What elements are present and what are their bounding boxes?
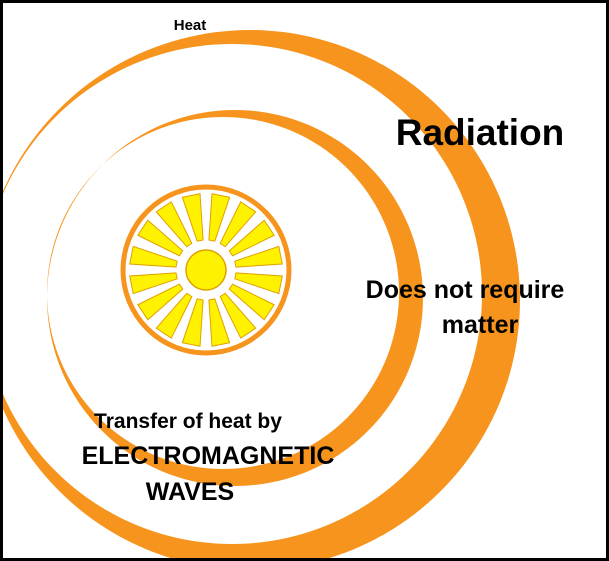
sun (129, 193, 283, 347)
sun-ray (234, 245, 283, 268)
sun-ray (181, 298, 204, 347)
sun-ray (155, 201, 193, 248)
sun-ray (208, 298, 231, 347)
sun-ray (181, 193, 204, 242)
sun-ray (129, 245, 178, 268)
title: Radiation (396, 112, 565, 153)
sun-ray (137, 283, 184, 321)
note-line: Does not require (366, 276, 565, 304)
sun-ray (129, 272, 178, 295)
caption-line: WAVES (146, 478, 234, 506)
sun-ray (208, 193, 231, 242)
sun-ray (228, 219, 275, 257)
sun-ray (228, 283, 275, 321)
heat-label: Heat (174, 17, 207, 34)
caption-line: Transfer of heat by (94, 410, 282, 433)
sun-ray (155, 292, 193, 339)
inner-wave (120, 184, 292, 356)
sun-ray (219, 292, 257, 339)
note-line: matter (442, 311, 519, 339)
waves (3, 30, 521, 558)
sun-ray (137, 219, 184, 257)
sun-core (185, 249, 227, 291)
caption-line: ELECTROMAGNETIC (82, 442, 335, 470)
sun-ray (219, 201, 257, 248)
sun-ray (234, 272, 283, 295)
